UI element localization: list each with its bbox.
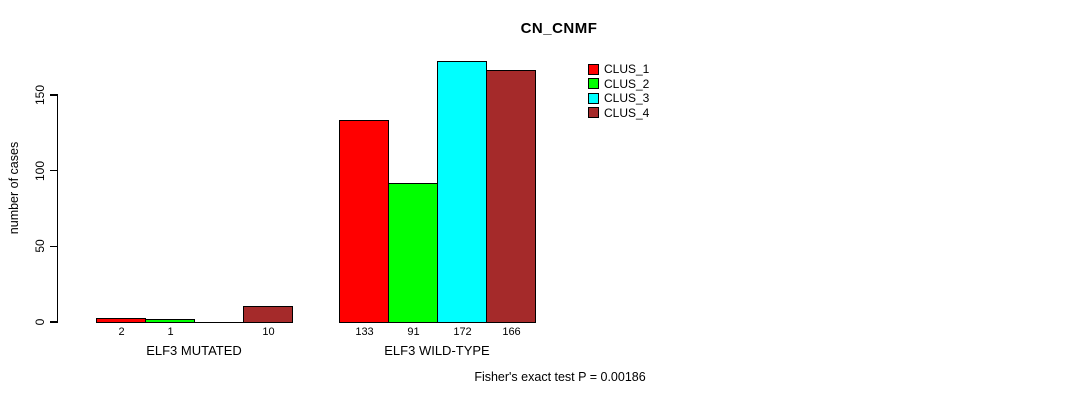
legend-label: CLUS_3	[604, 91, 650, 106]
legend-swatch-clus_2	[588, 78, 599, 90]
legend-item: CLUS_2	[588, 78, 649, 90]
y-axis-title: number of cases	[7, 141, 21, 235]
legend-swatch-clus_1	[588, 63, 599, 75]
bar-group1-clus_4	[243, 306, 293, 323]
bar-group2-clus_4	[486, 70, 536, 323]
y-axis-line	[56, 95, 58, 324]
stat-annotation: Fisher's exact test P = 0.00186	[474, 370, 646, 384]
legend-item: CLUS_3	[588, 92, 649, 104]
group-label: ELF3 WILD-TYPE	[384, 343, 490, 358]
group-label: ELF3 MUTATED	[146, 343, 242, 358]
legend-item: CLUS_1	[588, 63, 649, 75]
bar-group2-clus_2	[388, 183, 438, 323]
bar-value-label: 1	[167, 326, 174, 338]
bar-value-label: 2	[118, 326, 125, 338]
legend-label: CLUS_1	[604, 62, 650, 76]
bar-group1-clus_1	[96, 318, 146, 323]
bar-group1-clus_3	[194, 321, 244, 323]
bar-value-label: 133	[355, 326, 374, 338]
bar-group1-clus_2	[145, 319, 195, 323]
bar-value-label: 91	[407, 326, 420, 338]
bar-group2-clus_3	[437, 61, 487, 323]
legend-label: CLUS_4	[604, 105, 650, 120]
bar-value-label: 10	[262, 326, 275, 338]
y-tick-label: 0	[33, 318, 47, 326]
y-tick-label: 50	[33, 239, 47, 254]
legend-swatch-clus_3	[588, 92, 599, 104]
chart-title: CN_CNMF	[520, 20, 598, 37]
bar-value-label: 166	[502, 326, 521, 338]
bar-group2-clus_1	[339, 120, 389, 323]
legend-item: CLUS_4	[588, 107, 649, 119]
y-tick	[50, 169, 58, 172]
legend-label: CLUS_2	[604, 76, 650, 91]
y-tick	[50, 321, 58, 323]
y-tick	[50, 245, 58, 248]
legend-swatch-clus_4	[588, 107, 599, 119]
y-tick-label: 100	[33, 160, 47, 181]
bar-value-label: 172	[453, 326, 472, 338]
y-tick	[50, 94, 58, 96]
y-tick-label: 150	[33, 85, 47, 106]
